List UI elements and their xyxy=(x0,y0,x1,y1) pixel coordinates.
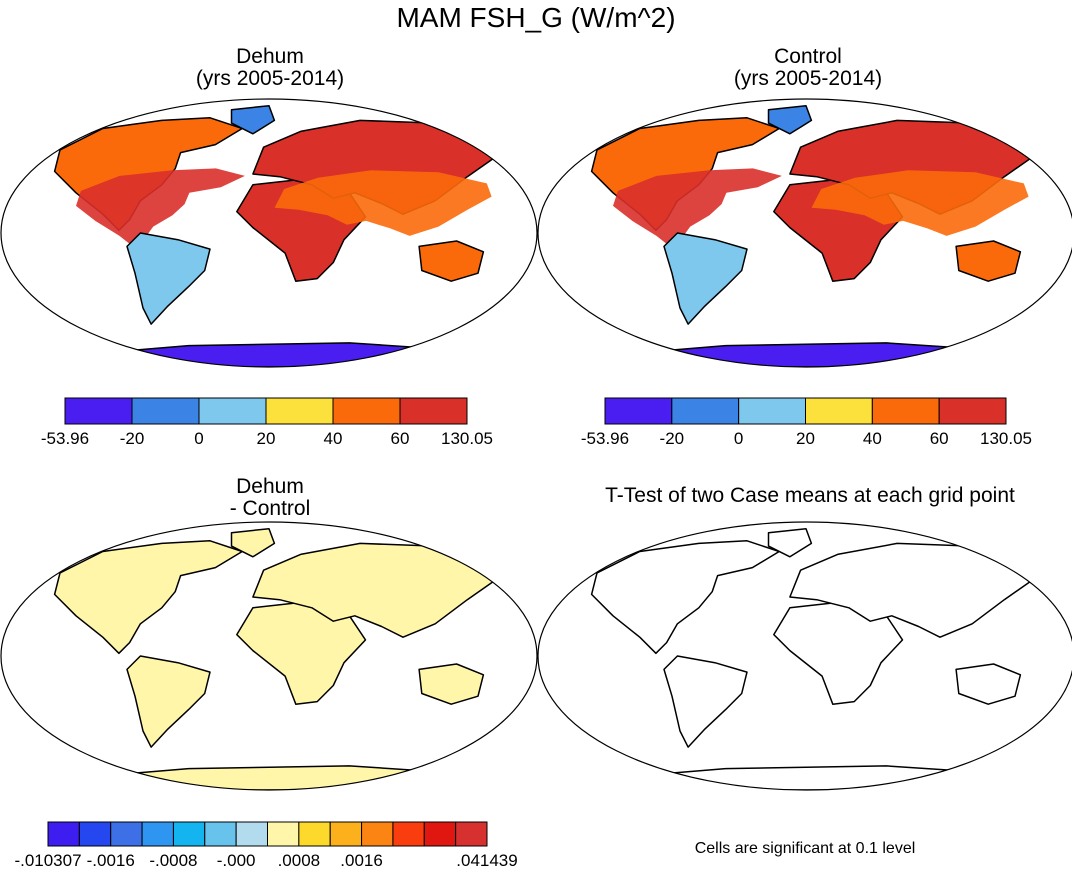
panel-1-title-line1: Dehum xyxy=(236,45,304,68)
panel-3-title-line2: - Control xyxy=(229,497,311,520)
continent-greenland xyxy=(230,104,276,135)
continent-australia xyxy=(418,663,485,705)
colorbar-label: -20 xyxy=(120,429,145,448)
map-frame-1 xyxy=(0,98,538,368)
colorbar-swatch xyxy=(235,821,268,847)
continent-eurasia xyxy=(252,542,495,638)
colorbar-swatch xyxy=(172,821,206,847)
colorbar-swatch xyxy=(64,397,133,425)
map-frame-4 xyxy=(537,521,1072,791)
map-panel-2 xyxy=(538,99,1072,367)
colorbar-swatch xyxy=(47,821,80,847)
colorbar-label: .0008 xyxy=(278,851,321,869)
colorbar-swatch xyxy=(332,397,401,425)
colorbar-swatch xyxy=(204,821,237,847)
significance-note: Cells are significant at 0.1 level xyxy=(694,840,916,857)
colorbar-swatch xyxy=(267,821,300,847)
continent-australia xyxy=(955,240,1022,282)
panel-4-title: T-Test of two Case means at each grid po… xyxy=(540,485,1072,507)
colorbar-label: -53.96 xyxy=(581,429,629,448)
colorbar-swatch xyxy=(141,821,174,847)
region-eurasia-warm xyxy=(274,170,492,236)
colorbar-swatch xyxy=(871,397,940,425)
continent-greenland xyxy=(230,527,276,558)
continent-eurasia xyxy=(789,542,1032,638)
colorbar-swatch xyxy=(78,821,112,847)
colorbar-label: .041439 xyxy=(456,851,517,869)
colorbar-label: 130.05 xyxy=(980,429,1032,448)
region-eurasia-warm xyxy=(811,170,1029,236)
colorbar-label: -.0008 xyxy=(149,851,197,869)
colorbar-swatch xyxy=(399,397,468,425)
map-frame-2 xyxy=(537,98,1072,368)
colorbar-swatch xyxy=(198,397,267,425)
map-panel-3 xyxy=(1,522,537,790)
continent-south-america xyxy=(663,655,748,748)
continent-greenland xyxy=(767,104,813,135)
colorbar-label: 40 xyxy=(324,429,343,448)
colorbar-label: 20 xyxy=(796,429,815,448)
colorbar-swatch xyxy=(265,397,334,425)
colorbar-label: 60 xyxy=(391,429,410,448)
continent-australia xyxy=(955,663,1022,705)
continent-north-america xyxy=(53,540,243,655)
colorbar-label: -.010307 xyxy=(14,851,81,869)
panel-1-title: Dehum (yrs 2005-2014) xyxy=(130,46,410,90)
map-panel-1 xyxy=(1,99,537,367)
region-north-america-warm xyxy=(76,168,245,248)
continent-greenland xyxy=(767,527,813,558)
colorbar-swatch xyxy=(329,821,363,847)
colorbar-label: 60 xyxy=(930,429,949,448)
panel-1-title-line2: (yrs 2005-2014) xyxy=(195,67,345,90)
colorbar-label: -53.96 xyxy=(41,429,89,448)
colorbar-swatch xyxy=(298,821,331,847)
colorbar-label: 130.05 xyxy=(441,429,493,448)
colorbar-label: -20 xyxy=(660,429,685,448)
colorbar-swatch xyxy=(738,397,807,425)
continent-south-america xyxy=(663,232,748,325)
figure-title: MAM FSH_G (W/m^2) xyxy=(396,2,676,33)
region-north-america-warm xyxy=(613,168,782,248)
map-panel-4 xyxy=(538,522,1072,790)
continent-south-america xyxy=(126,655,211,748)
colorbar-1: -53.96 -20 0 20 40 60 130.05 xyxy=(41,397,493,448)
colorbar-swatch xyxy=(392,821,425,847)
colorbar-swatch xyxy=(805,397,873,425)
colorbar-swatch xyxy=(110,821,143,847)
colorbar-swatch xyxy=(423,821,457,847)
colorbar-2: -53.96 -20 0 20 40 60 130.05 xyxy=(581,397,1032,448)
panel-3-title: Dehum - Control xyxy=(130,476,410,520)
colorbar-label: 20 xyxy=(257,429,276,448)
colorbar-label: -.000 xyxy=(217,851,256,869)
colorbar-label: .0016 xyxy=(340,851,383,869)
colorbar-swatch xyxy=(604,397,673,425)
continent-south-america xyxy=(126,232,211,325)
panel-3-title-line1: Dehum xyxy=(236,475,304,498)
panel-2-title-line2: (yrs 2005-2014) xyxy=(733,67,883,90)
continent-australia xyxy=(418,240,485,282)
colorbar-swatch xyxy=(131,397,200,425)
colorbar-swatch xyxy=(455,821,488,847)
colorbar-label: 40 xyxy=(863,429,882,448)
colorbar-swatch xyxy=(671,397,740,425)
panel-2-title: Control (yrs 2005-2014) xyxy=(668,46,948,90)
panel-2-title-line1: Control xyxy=(774,45,842,68)
colorbar-swatch xyxy=(938,397,1007,425)
colorbar-label: 0 xyxy=(734,429,743,448)
colorbar-label: 0 xyxy=(194,429,203,448)
colorbar-3: -.010307 -.0016 -.0008 -.000 .0008 .0016 .0414… xyxy=(14,821,518,869)
colorbar-label: -.0016 xyxy=(87,851,135,869)
continent-north-america xyxy=(590,540,780,655)
colorbar-swatch xyxy=(361,821,394,847)
panel-4-title-line1: T-Test of two Case means at each grid po… xyxy=(605,484,1015,507)
map-frame-3 xyxy=(0,521,538,791)
